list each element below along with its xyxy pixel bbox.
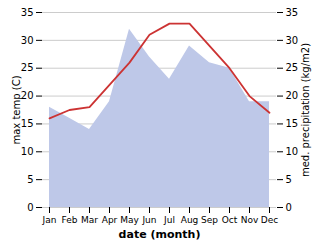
svg-text:25: 25 — [286, 62, 299, 73]
svg-text:30: 30 — [286, 35, 299, 46]
svg-text:35: 35 — [286, 7, 299, 18]
svg-text:Dec: Dec — [261, 215, 278, 225]
svg-text:15: 15 — [21, 118, 34, 129]
svg-text:30: 30 — [21, 35, 34, 46]
svg-text:0: 0 — [27, 202, 33, 213]
svg-text:20: 20 — [21, 90, 34, 101]
svg-text:May: May — [120, 215, 139, 225]
svg-text:Jul: Jul — [163, 215, 175, 225]
svg-text:date (month): date (month) — [119, 228, 201, 241]
svg-text:Aug: Aug — [181, 215, 199, 225]
svg-text:Jan: Jan — [42, 215, 57, 225]
svg-text:20: 20 — [286, 90, 299, 101]
svg-text:0: 0 — [286, 202, 292, 213]
svg-text:Nov: Nov — [241, 215, 259, 225]
svg-text:Jun: Jun — [141, 215, 156, 225]
svg-text:Oct: Oct — [222, 215, 238, 225]
svg-text:Feb: Feb — [62, 215, 78, 225]
svg-text:Sep: Sep — [201, 215, 218, 225]
svg-text:10: 10 — [286, 146, 299, 157]
svg-text:35: 35 — [21, 7, 34, 18]
svg-text:max temp (C): max temp (C) — [11, 75, 22, 144]
svg-text:25: 25 — [21, 62, 34, 73]
svg-text:15: 15 — [286, 118, 299, 129]
svg-text:5: 5 — [286, 174, 292, 185]
svg-text:Mar: Mar — [81, 215, 98, 225]
svg-text:Apr: Apr — [102, 215, 118, 225]
svg-text:10: 10 — [21, 146, 34, 157]
svg-text:med. precipitation (kg/m2): med. precipitation (kg/m2) — [300, 43, 311, 177]
svg-text:5: 5 — [27, 174, 33, 185]
